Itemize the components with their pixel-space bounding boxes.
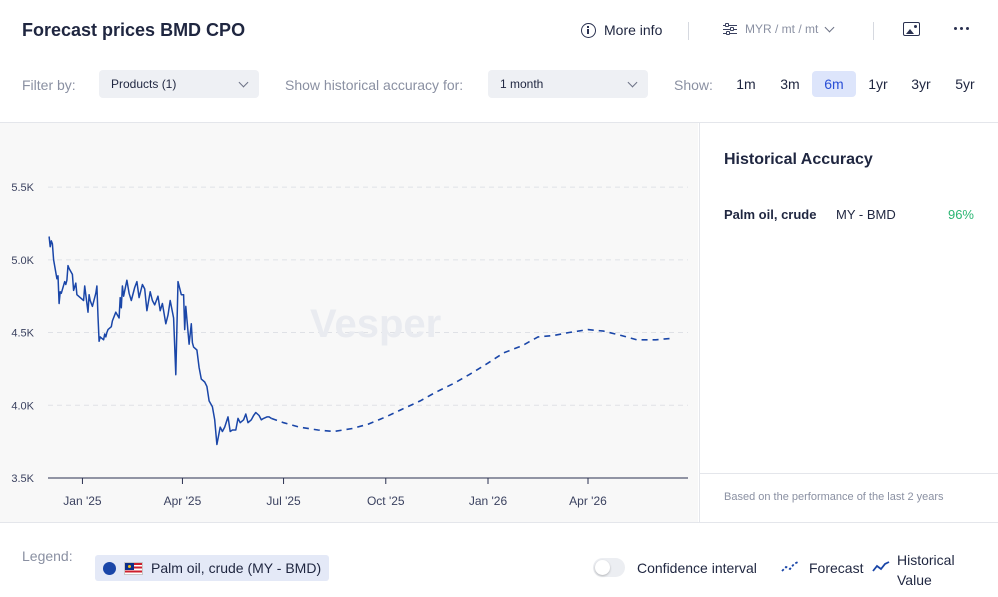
accuracy-value: 96% bbox=[947, 207, 974, 222]
products-dropdown-value: Products (1) bbox=[111, 77, 177, 91]
y-axis: 3.5K 4.0K 4.5K 5.0K 5.5K bbox=[11, 182, 34, 485]
y-tick-label: 4.0K bbox=[11, 400, 34, 412]
forecast-line-icon bbox=[781, 561, 799, 572]
x-axis: Jan '25 Apr '25 Jul '25 Oct '25 Jan '26 Apr '… bbox=[63, 478, 607, 508]
y-tick-label: 4.5K bbox=[11, 328, 34, 340]
x-tick-label: Oct '25 bbox=[367, 494, 405, 508]
top-divider bbox=[0, 122, 998, 123]
x-tick-label: Jul '25 bbox=[266, 494, 301, 508]
accuracy-note: Based on the performance of the last 2 y… bbox=[724, 491, 944, 503]
legend-label: Legend: bbox=[22, 548, 73, 564]
forecast-legend-label: Forecast bbox=[809, 560, 864, 576]
accuracy-dropdown[interactable]: 1 month bbox=[488, 70, 648, 98]
confidence-interval-label: Confidence interval bbox=[637, 560, 757, 576]
bottom-divider bbox=[0, 522, 998, 523]
series-color-dot bbox=[103, 561, 116, 575]
range-3yr-button[interactable]: 3yr bbox=[911, 76, 931, 92]
accuracy-label: Show historical accuracy for: bbox=[285, 77, 464, 93]
filter-bar: Filter by: Products (1) Show historical … bbox=[0, 70, 998, 98]
grid-lines bbox=[48, 186, 688, 479]
y-tick-label: 5.5K bbox=[11, 182, 34, 194]
price-chart: Vesper 3.5K 4.0K 4.5K 5.0K 5.5K Jan '25 Apr '… bbox=[11, 182, 688, 508]
chevron-down-icon bbox=[238, 77, 249, 87]
range-1m-button[interactable]: 1m bbox=[736, 76, 756, 92]
malaysia-flag-icon bbox=[124, 561, 143, 575]
forecast-line bbox=[271, 328, 672, 433]
page-title: Forecast prices BMD CPO bbox=[22, 20, 246, 40]
chart-panel: Vesper 3.5K 4.0K 4.5K 5.0K 5.5K Jan '25 Apr '… bbox=[0, 123, 698, 522]
sliders-icon bbox=[723, 23, 737, 35]
legend-product-chip[interactable]: Palm oil, crude (MY - BMD) bbox=[95, 555, 330, 581]
products-dropdown[interactable]: Products (1) bbox=[99, 70, 259, 98]
range-5yr-button[interactable]: 5yr bbox=[955, 76, 975, 92]
y-tick-label: 3.5K bbox=[11, 473, 34, 485]
side-divider bbox=[700, 473, 998, 474]
accuracy-market: MY - BMD bbox=[836, 207, 896, 222]
unit-label: MYR / mt / mt bbox=[745, 22, 819, 36]
range-3m-button[interactable]: 3m bbox=[780, 76, 800, 92]
header-divider bbox=[873, 22, 874, 40]
legend-product-label: Palm oil, crude (MY - BMD) bbox=[151, 560, 322, 576]
series-layer bbox=[48, 236, 672, 446]
accuracy-product: Palm oil, crude bbox=[724, 207, 817, 222]
historical-line bbox=[48, 236, 272, 446]
accuracy-title: Historical Accuracy bbox=[724, 151, 873, 168]
unit-select[interactable]: MYR / mt / mt bbox=[723, 22, 835, 36]
range-6m-button[interactable]: 6m bbox=[812, 71, 856, 97]
confidence-interval-toggle[interactable] bbox=[593, 558, 625, 577]
historical-line-icon bbox=[872, 561, 890, 572]
x-tick-label: Apr '25 bbox=[164, 494, 202, 508]
header-divider bbox=[688, 22, 689, 40]
header: Forecast prices BMD CPO More info MYR / … bbox=[0, 0, 998, 60]
image-download-icon[interactable] bbox=[903, 22, 920, 36]
accuracy-panel: Historical Accuracy Palm oil, crude MY -… bbox=[699, 123, 998, 522]
legend-bar: Legend: Palm oil, crude (MY - BMD) Confi… bbox=[0, 523, 998, 597]
chevron-down-icon bbox=[627, 77, 638, 87]
y-tick-label: 5.0K bbox=[11, 255, 34, 267]
show-label: Show: bbox=[674, 77, 713, 93]
range-1yr-button[interactable]: 1yr bbox=[868, 76, 888, 92]
accuracy-dropdown-value: 1 month bbox=[500, 77, 544, 91]
x-tick-label: Jan '26 bbox=[469, 494, 508, 508]
filter-by-label: Filter by: bbox=[22, 77, 76, 93]
x-tick-label: Apr '26 bbox=[569, 494, 607, 508]
chart-watermark: Vesper bbox=[310, 302, 441, 346]
more-info-button[interactable]: More info bbox=[581, 22, 662, 38]
historical-legend-label: Historical Value bbox=[897, 552, 955, 588]
more-options-icon[interactable] bbox=[954, 27, 969, 30]
x-tick-label: Jan '25 bbox=[63, 494, 102, 508]
more-info-label: More info bbox=[604, 22, 663, 38]
chevron-down-icon bbox=[824, 22, 835, 32]
info-icon bbox=[581, 22, 596, 38]
